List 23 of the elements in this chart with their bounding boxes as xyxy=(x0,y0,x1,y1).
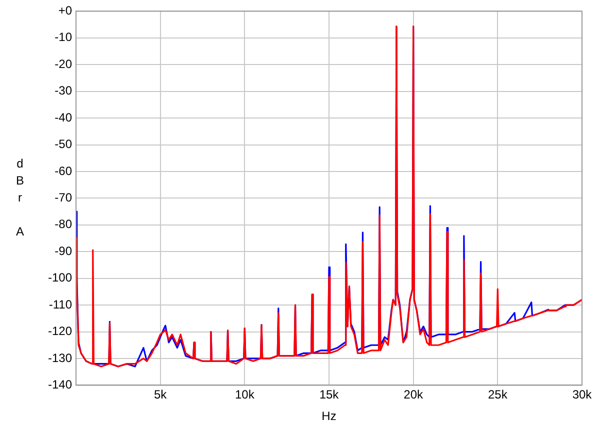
y-tick-label: -120 xyxy=(48,324,72,338)
y-tick-label: -130 xyxy=(48,350,72,365)
y-tick-label: -40 xyxy=(54,110,72,124)
x-axis-title: Hz xyxy=(322,409,336,424)
y-tick-label: -100 xyxy=(48,270,72,285)
text: dBr A xyxy=(16,156,24,239)
x-tick-label: 20k xyxy=(404,388,424,402)
y-tick-label: -50 xyxy=(54,137,72,152)
y-tick-label: -80 xyxy=(54,217,72,232)
y-tick-label: -140 xyxy=(48,378,72,392)
y-tick-label: -10 xyxy=(54,30,72,44)
y-tick-label: -30 xyxy=(54,84,72,98)
y-tick-label: -20 xyxy=(54,56,72,71)
x-tick-label: 10k xyxy=(234,388,256,402)
y-tick-label: -110 xyxy=(48,297,72,312)
x-tick-label: 15k xyxy=(319,388,340,402)
x-tick-label: 25k xyxy=(488,388,508,402)
y-tick-label: +0 xyxy=(58,4,72,18)
y-tick-label: -60 xyxy=(54,164,72,178)
y-tick-label: -90 xyxy=(54,244,72,258)
y-tick-label: -70 xyxy=(54,190,72,205)
x-tick-label: 5k xyxy=(154,388,168,402)
x-tick-label: 30k xyxy=(572,388,593,402)
